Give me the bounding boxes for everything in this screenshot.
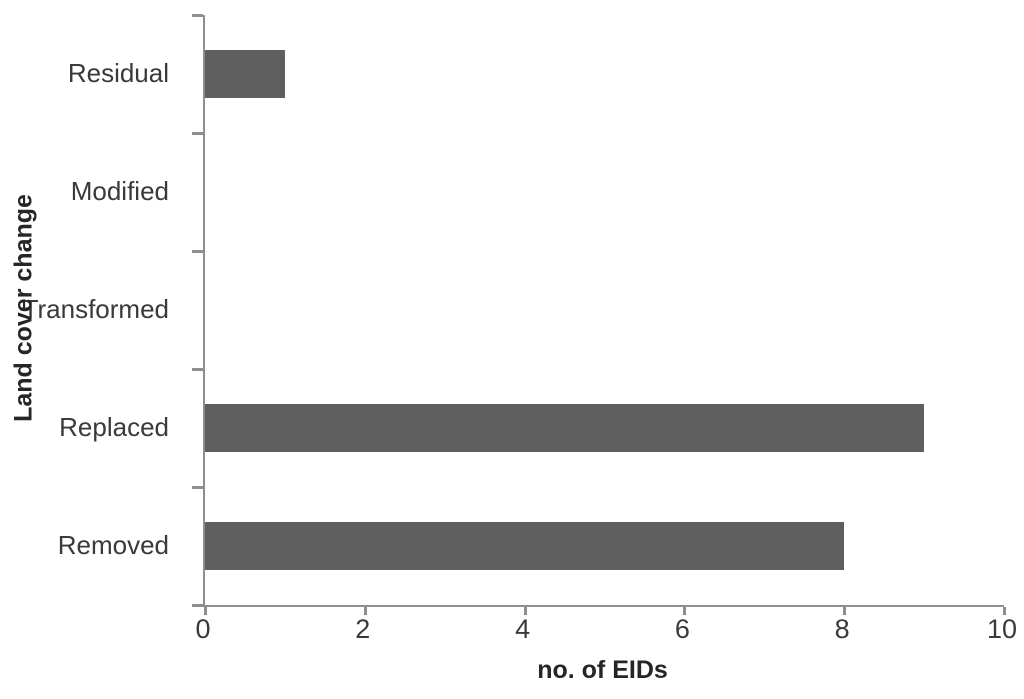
x-axis-tick	[523, 607, 527, 615]
x-tick-label: 10	[986, 614, 1018, 644]
x-tick-label: 8	[834, 614, 850, 644]
category-label: Transformed	[22, 293, 169, 324]
y-axis-tick	[192, 604, 203, 607]
x-tick-label: 4	[515, 614, 531, 644]
category-label: Removed	[57, 529, 169, 560]
y-axis-tick	[192, 368, 203, 371]
x-tick-label: 2	[355, 614, 371, 644]
y-axis-tick	[192, 486, 203, 489]
category-label: Residual	[67, 57, 169, 88]
bar-removed	[205, 522, 845, 570]
x-tick-label: 6	[674, 614, 690, 644]
x-axis-tick	[1003, 607, 1006, 615]
category-labels: Residual Modified Transformed Replaced Remov…	[0, 15, 185, 605]
y-axis-title: Land cover change	[9, 194, 38, 422]
bar-replaced	[205, 404, 925, 452]
x-tick-labels: 0 2 4 6 8 10	[195, 614, 1017, 648]
x-axis-tick	[683, 607, 687, 615]
y-axis-tick	[192, 250, 203, 253]
x-axis-title: no. of EIDs	[537, 656, 668, 684]
plot-area	[192, 14, 1006, 615]
y-axis-tick	[192, 14, 203, 17]
category-label: Modified	[70, 175, 169, 206]
x-tick-label: 0	[195, 614, 211, 644]
x-axis-tick	[843, 607, 847, 615]
x-axis-tick	[363, 607, 367, 615]
x-axis-tick	[204, 607, 207, 615]
y-axis-tick	[192, 132, 203, 135]
category-label: Replaced	[59, 411, 169, 442]
bar-residual	[205, 50, 285, 98]
